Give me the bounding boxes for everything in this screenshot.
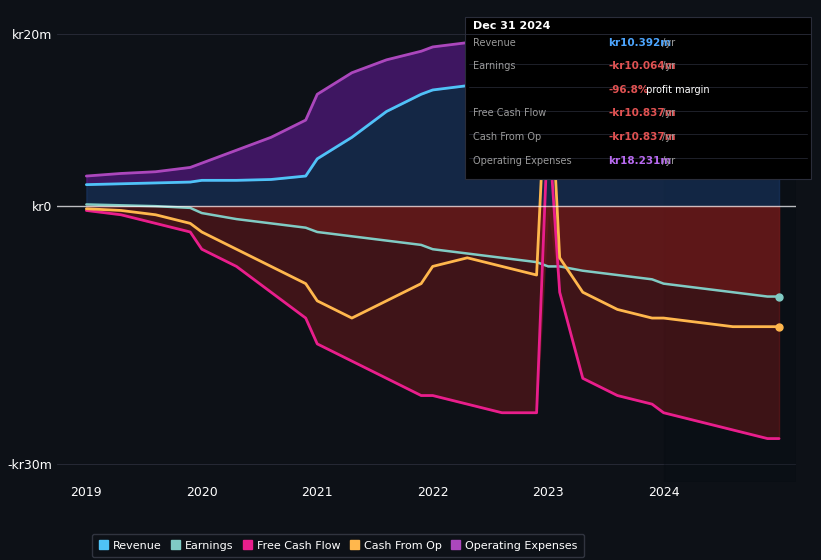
Text: Revenue: Revenue [473, 38, 516, 48]
Text: -kr10.064m: -kr10.064m [608, 62, 676, 72]
Text: profit margin: profit margin [643, 85, 709, 95]
Bar [663, 17, 796, 482]
Text: kr18.231m: kr18.231m [608, 156, 672, 166]
Text: Dec 31 2024: Dec 31 2024 [473, 21, 550, 31]
Text: /yr: /yr [659, 62, 676, 72]
Text: -kr10.837m: -kr10.837m [608, 109, 676, 119]
Legend: Revenue, Earnings, Free Cash Flow, Cash From Op, Operating Expenses: Revenue, Earnings, Free Cash Flow, Cash … [92, 534, 585, 557]
Text: /yr: /yr [659, 156, 676, 166]
Text: Free Cash Flow: Free Cash Flow [473, 109, 546, 119]
Text: -kr10.837m: -kr10.837m [608, 132, 676, 142]
Text: Earnings: Earnings [473, 62, 516, 72]
Text: Operating Expenses: Operating Expenses [473, 156, 571, 166]
Text: /yr: /yr [659, 109, 676, 119]
Text: /yr: /yr [659, 38, 676, 48]
Text: -96.8%: -96.8% [608, 85, 649, 95]
Text: kr10.392m: kr10.392m [608, 38, 672, 48]
Text: /yr: /yr [659, 132, 676, 142]
Text: Cash From Op: Cash From Op [473, 132, 541, 142]
